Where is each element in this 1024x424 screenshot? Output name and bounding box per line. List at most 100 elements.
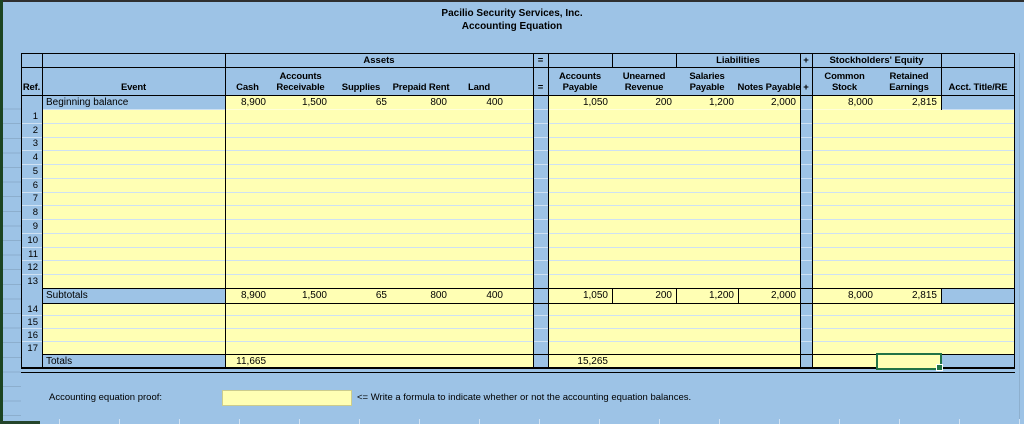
assets-cells[interactable] bbox=[225, 137, 533, 151]
row-ref[interactable]: 7 bbox=[32, 193, 38, 205]
liabilities-cells[interactable] bbox=[548, 303, 800, 315]
supplies-subtotal-cell[interactable]: 65 bbox=[375, 290, 387, 301]
unearned-revenue-column-header[interactable]: Unearned Revenue bbox=[612, 67, 676, 95]
equity-cells[interactable] bbox=[812, 316, 1015, 328]
ref-column-header[interactable]: Ref. bbox=[22, 82, 41, 93]
liabilities-cells[interactable] bbox=[548, 342, 800, 354]
equity-cells[interactable] bbox=[812, 165, 1015, 178]
equity-cells[interactable] bbox=[812, 123, 1015, 137]
assets-total-cells[interactable] bbox=[225, 354, 533, 369]
assets-cells[interactable] bbox=[225, 192, 533, 206]
equity-cells[interactable] bbox=[812, 220, 1015, 233]
liabilities-total-value[interactable]: 15,265 bbox=[577, 356, 608, 367]
event-cell[interactable] bbox=[42, 247, 225, 261]
retained-earnings-subtotal-cell[interactable]: 2,815 bbox=[911, 290, 937, 301]
assets-total-value[interactable]: 11,665 bbox=[236, 356, 266, 367]
assets-cells[interactable] bbox=[225, 220, 533, 233]
row-ref[interactable]: 12 bbox=[27, 262, 38, 274]
prepaid-rent-subtotal-cell[interactable]: 800 bbox=[430, 290, 447, 301]
row-ref[interactable]: 3 bbox=[32, 138, 38, 150]
notes-payable-subtotal-cell[interactable]: 2,000 bbox=[770, 290, 796, 301]
event-cell[interactable] bbox=[42, 165, 225, 178]
event-cell[interactable] bbox=[42, 123, 225, 137]
assets-cells[interactable] bbox=[225, 233, 533, 247]
equity-section-header[interactable]: Stockholders' Equity bbox=[829, 54, 924, 66]
event-cell[interactable] bbox=[42, 192, 225, 206]
salaries-payable-subtotal-cell[interactable]: 1,200 bbox=[708, 290, 734, 301]
assets-cells[interactable] bbox=[225, 151, 533, 165]
event-cell[interactable] bbox=[42, 342, 225, 354]
event-column-header[interactable]: Event bbox=[120, 82, 147, 93]
event-cell[interactable] bbox=[42, 137, 225, 151]
notes-payable-column-header[interactable]: Notes Payable bbox=[737, 82, 801, 93]
accounts-receivable-subtotal-cell[interactable]: 1,500 bbox=[301, 290, 327, 301]
liabilities-cells[interactable] bbox=[548, 192, 800, 206]
row-ref[interactable]: 2 bbox=[32, 124, 38, 136]
assets-cells[interactable] bbox=[225, 316, 533, 328]
assets-cells[interactable] bbox=[225, 288, 533, 303]
row-ref[interactable]: 5 bbox=[32, 165, 38, 177]
assets-cells[interactable] bbox=[225, 110, 533, 123]
salaries-payable-cell[interactable]: 1,200 bbox=[708, 97, 734, 108]
accounts-receivable-column-header[interactable]: Accounts Receivable bbox=[270, 67, 331, 95]
event-cell[interactable] bbox=[42, 275, 225, 288]
event-cell[interactable] bbox=[42, 151, 225, 165]
supplies-column-header[interactable]: Supplies bbox=[341, 82, 381, 93]
row-ref[interactable]: 1 bbox=[32, 110, 38, 122]
equity-cells[interactable] bbox=[812, 247, 1015, 261]
equity-cells[interactable] bbox=[812, 192, 1015, 206]
assets-cells[interactable] bbox=[225, 123, 533, 137]
liabilities-cells[interactable] bbox=[548, 137, 800, 151]
row-ref[interactable]: 17 bbox=[27, 342, 38, 354]
common-stock-column-header[interactable]: Common Stock bbox=[812, 67, 877, 95]
assets-cells[interactable] bbox=[225, 261, 533, 275]
row-ref[interactable]: 10 bbox=[27, 234, 38, 246]
assets-cells[interactable] bbox=[225, 342, 533, 354]
liabilities-cells[interactable] bbox=[548, 316, 800, 328]
liabilities-cells[interactable] bbox=[548, 165, 800, 178]
liabilities-cells[interactable] bbox=[548, 151, 800, 165]
liabilities-cells[interactable] bbox=[548, 288, 800, 303]
equity-cells[interactable] bbox=[812, 288, 941, 303]
liabilities-cells[interactable] bbox=[548, 95, 800, 110]
supplies-cell[interactable]: 65 bbox=[375, 97, 387, 108]
liabilities-cells[interactable] bbox=[548, 206, 800, 220]
row-ref[interactable]: 11 bbox=[28, 248, 38, 260]
common-stock-total-cell[interactable] bbox=[812, 354, 877, 369]
event-cell[interactable] bbox=[42, 233, 225, 247]
event-cell[interactable] bbox=[42, 329, 225, 341]
assets-cells[interactable] bbox=[225, 95, 533, 110]
row-ref[interactable]: 14 bbox=[27, 303, 38, 315]
equity-cells[interactable] bbox=[812, 233, 1015, 247]
retained-earnings-cell[interactable]: 2,815 bbox=[911, 97, 937, 108]
prepaid-rent-column-header[interactable]: Prepaid Rent bbox=[392, 82, 450, 93]
liabilities-cells[interactable] bbox=[548, 110, 800, 123]
assets-cells[interactable] bbox=[225, 165, 533, 178]
event-cell[interactable] bbox=[42, 206, 225, 220]
liabilities-cells[interactable] bbox=[548, 247, 800, 261]
prepaid-rent-cell[interactable]: 800 bbox=[430, 97, 447, 108]
cash-subtotal-cell[interactable]: 8,900 bbox=[240, 290, 266, 301]
accounts-receivable-cell[interactable]: 1,500 bbox=[301, 97, 327, 108]
equity-cells[interactable] bbox=[812, 151, 1015, 165]
liabilities-cells[interactable] bbox=[548, 275, 800, 288]
event-cell[interactable] bbox=[42, 261, 225, 275]
equity-cells[interactable] bbox=[812, 110, 1015, 123]
assets-cells[interactable] bbox=[225, 303, 533, 315]
acct-title-column-header[interactable]: Acct. Title/RE bbox=[948, 82, 1008, 93]
liabilities-cells[interactable] bbox=[548, 233, 800, 247]
liabilities-cells[interactable] bbox=[548, 178, 800, 192]
equity-cells[interactable] bbox=[812, 95, 941, 110]
equity-cells[interactable] bbox=[812, 329, 1015, 341]
land-subtotal-cell[interactable]: 400 bbox=[486, 290, 503, 301]
equity-cells[interactable] bbox=[812, 342, 1015, 354]
liabilities-cells[interactable] bbox=[548, 329, 800, 341]
assets-cells[interactable] bbox=[225, 275, 533, 288]
row-ref[interactable]: 9 bbox=[32, 221, 38, 232]
event-cell[interactable] bbox=[42, 303, 225, 315]
notes-payable-cell[interactable]: 2,000 bbox=[770, 97, 796, 108]
liabilities-cells[interactable] bbox=[548, 261, 800, 275]
common-stock-cell[interactable]: 8,000 bbox=[847, 97, 873, 108]
unearned-revenue-subtotal-cell[interactable]: 200 bbox=[655, 290, 672, 301]
salaries-payable-column-header[interactable]: Salaries Payable bbox=[676, 67, 738, 95]
